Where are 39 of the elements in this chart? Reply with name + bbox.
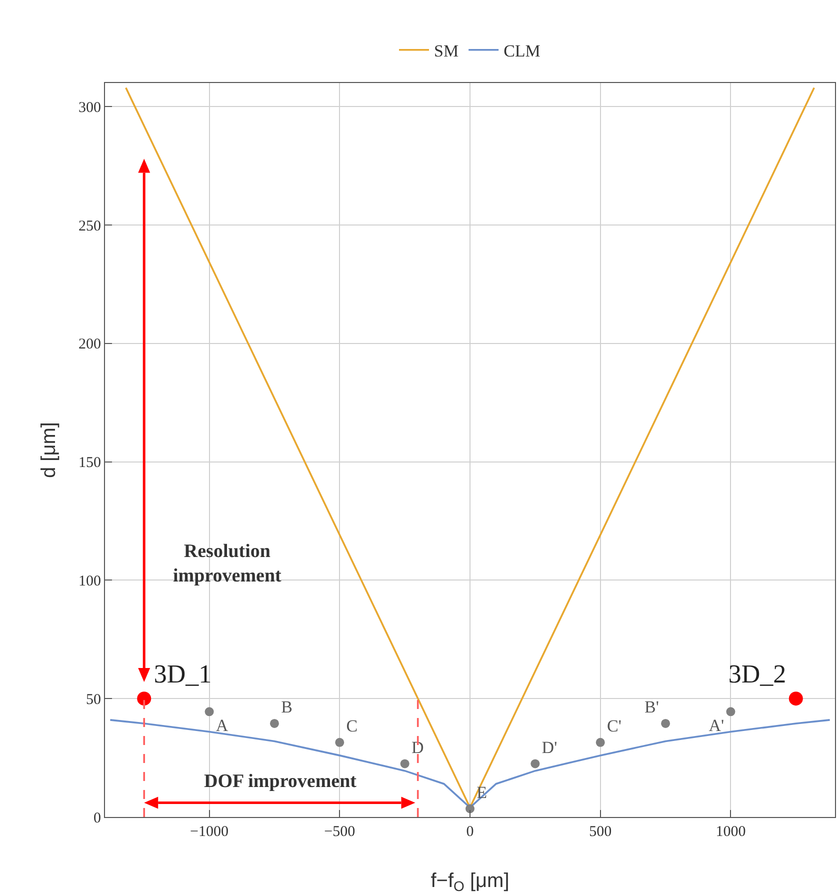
point xyxy=(204,707,214,716)
y-tick-label: 150 xyxy=(78,455,101,472)
point xyxy=(137,692,152,706)
annotation: Resolution improvement xyxy=(173,541,282,587)
point xyxy=(270,718,279,728)
point xyxy=(530,759,540,768)
legend-label: SM xyxy=(434,42,459,60)
y-tick-label: 50 xyxy=(86,692,101,708)
x-tick-label: 0 xyxy=(466,824,474,840)
y-tick-label: 300 xyxy=(78,100,101,116)
y-tick-label: 200 xyxy=(78,336,101,353)
point xyxy=(400,759,410,768)
x-tick-label: 1000 xyxy=(716,824,746,840)
data-label: B xyxy=(281,698,292,717)
data-label: A' xyxy=(708,716,724,736)
point xyxy=(596,738,605,747)
y-tick-label: 100 xyxy=(78,573,101,590)
data-label: D' xyxy=(542,738,558,757)
y-tick-label: 0 xyxy=(94,810,101,826)
data-label: 3D_2 xyxy=(728,659,786,688)
legend-label: CLM xyxy=(504,42,540,60)
point xyxy=(661,718,670,728)
x-tick-label: 500 xyxy=(589,824,612,840)
data-label: C' xyxy=(606,716,622,736)
data-label: B' xyxy=(644,698,659,717)
point xyxy=(335,738,344,747)
point xyxy=(466,804,474,814)
point xyxy=(726,707,736,716)
data-label: 3D_1 xyxy=(154,659,212,688)
data-label: C xyxy=(346,716,358,736)
x-tick-label: −500 xyxy=(324,824,356,840)
data-label: A xyxy=(216,716,229,736)
x-axis-title: f−f$_{O}$ [μm] xyxy=(430,870,510,894)
y-tick-label: 250 xyxy=(78,218,101,234)
point xyxy=(788,692,803,706)
annotation: DOF improvement xyxy=(204,771,358,792)
y-axis-title: d [μm] xyxy=(38,422,60,478)
data-label: D xyxy=(411,738,424,757)
x-tick-label: −1000 xyxy=(190,824,229,840)
